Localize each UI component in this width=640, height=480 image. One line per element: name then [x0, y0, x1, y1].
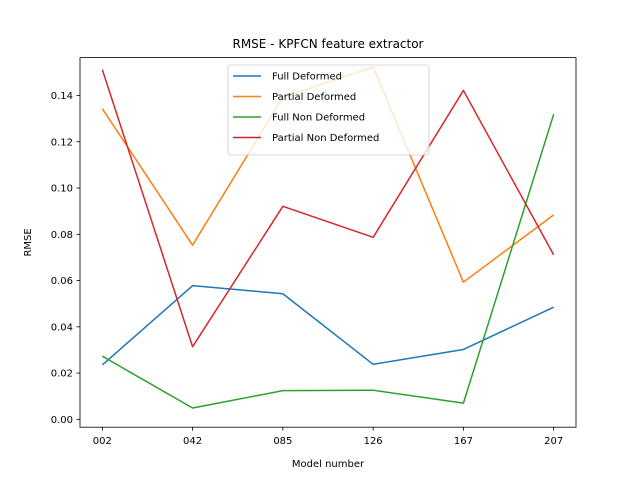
plot-frame — [79, 57, 577, 428]
y-tick-label: 0.12 — [51, 137, 73, 148]
y-tick-label: 0.10 — [51, 184, 73, 195]
y-axis-label: RMSE — [23, 228, 34, 256]
x-axis-label: Model number — [292, 459, 365, 470]
y-tick-label: 0.14 — [51, 91, 73, 102]
legend-label: Partial Deformed — [272, 92, 356, 103]
x-tick-label: 207 — [544, 436, 563, 447]
y-tick-label: 0.08 — [51, 230, 73, 241]
legend-label: Full Deformed — [272, 72, 342, 83]
legend: Full Deformed Partial Deformed Full Non De… — [227, 64, 430, 156]
x-tick-label: 126 — [364, 436, 383, 447]
y-tick-label: 0.00 — [51, 415, 73, 426]
x-tick-label: 042 — [183, 436, 202, 447]
series-line-partial-non-deformed — [101, 69, 555, 348]
y-tick-label: 0.06 — [51, 276, 73, 287]
x-tick-label: 167 — [454, 436, 473, 447]
y-tick-label: 0.02 — [51, 369, 73, 380]
y-axis-ticks: 0.00 0.02 0.04 0.06 0.08 0.10 0.12 0.14 — [51, 91, 80, 426]
x-tick-label: 002 — [93, 436, 112, 447]
y-tick-label: 0.04 — [51, 322, 73, 333]
legend-label: Partial Non Deformed — [272, 133, 379, 144]
x-tick-label: 085 — [273, 436, 292, 447]
x-axis-ticks: 002 042 085 126 167 207 — [93, 427, 563, 447]
chart-title: RMSE - KPFCN feature extractor — [232, 37, 423, 51]
series-line-full-non-deformed — [101, 114, 555, 409]
legend-label: Full Non Deformed — [272, 113, 365, 124]
legend-box — [227, 64, 430, 156]
